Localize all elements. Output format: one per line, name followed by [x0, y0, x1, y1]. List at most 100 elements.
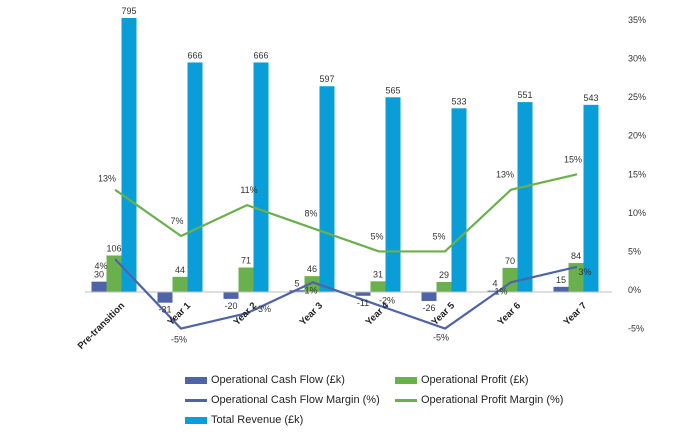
cash-flow-bar-value-label: -31 — [158, 305, 171, 315]
profit-margin-label: 7% — [170, 216, 183, 226]
revenue-bar-year-1 — [187, 62, 203, 293]
profit-bar-year-1 — [172, 276, 188, 292]
profit-bar-value-label: 106 — [106, 243, 121, 253]
profit-bar-value-label: 46 — [307, 264, 317, 274]
legend-label-profit: Operational Profit (£k) — [421, 374, 529, 386]
cash-flow-bar-value-label: 5 — [294, 278, 299, 288]
profit-bar-year-4 — [370, 281, 386, 292]
right-axis-tick-label: 0% — [628, 285, 641, 295]
profit-bar-year-3 — [304, 276, 320, 292]
cash-flow-bar-year-1 — [157, 292, 173, 303]
legend-swatch-revenue — [185, 416, 207, 424]
profit-bar-year-5 — [436, 282, 452, 292]
revenue-bar-value-label: 543 — [583, 93, 598, 103]
revenue-bar-value-label: 666 — [187, 50, 202, 60]
right-axis: 35% 30% 25% 20% 15% 10% 5% 0% -5% — [628, 15, 646, 334]
profit-margin-label: 8% — [304, 208, 317, 218]
profit-margin-label: 13% — [98, 174, 116, 184]
cash-flow-bar-year-2 — [223, 292, 239, 299]
cash-flow-bar-year-4 — [355, 292, 371, 296]
legend-label-cash-flow: Operational Cash Flow (£k) — [211, 374, 345, 386]
cash-flow-margin-label: 3% — [578, 267, 591, 277]
revenue-bar-year-6 — [517, 102, 533, 292]
legend-label-revenue: Total Revenue (£k) — [211, 414, 304, 426]
profit-bar-year-7 — [568, 263, 584, 292]
cash-flow-bar-year-5 — [421, 292, 437, 301]
right-axis-tick-label: 20% — [628, 131, 646, 141]
profit-bar-value-label: 44 — [175, 265, 185, 275]
profit-bar-value-label: 84 — [571, 251, 581, 261]
cash-flow-bar-value-label: -26 — [422, 303, 435, 313]
legend-row: Operational Cash Flow (£k) Operational P… — [185, 370, 605, 390]
profit-margin-label: 5% — [432, 231, 445, 241]
legend-swatch-profit-margin — [395, 398, 417, 402]
revenue-bar-value-label: 666 — [253, 50, 268, 60]
legend-swatch-cash-flow — [185, 376, 207, 384]
cash-flow-bar-value-label: 30 — [94, 270, 104, 280]
right-axis-tick-label: 15% — [628, 169, 646, 179]
cash-flow-bar-pre-transition — [91, 281, 107, 292]
profit-bar-value-label: 29 — [439, 270, 449, 280]
bars-layer — [91, 18, 599, 303]
profit-bar-value-label: 70 — [505, 256, 515, 266]
legend-swatch-cash-flow-margin — [185, 398, 207, 402]
lines-layer — [114, 173, 578, 330]
right-axis-tick-label: 30% — [628, 54, 646, 64]
legend-item-cash-flow-margin: Operational Cash Flow Margin (%) — [185, 394, 395, 406]
right-axis-tick-label: 5% — [628, 246, 641, 256]
profit-bar-year-2 — [238, 267, 254, 292]
legend-label-profit-margin: Operational Profit Margin (%) — [421, 394, 564, 406]
cash-flow-bar-value-label: -20 — [224, 301, 237, 311]
cash-flow-margin-label: -5% — [433, 333, 449, 343]
cash-flow-bar-value-label: 4 — [492, 279, 497, 289]
revenue-bar-pre-transition — [121, 18, 137, 292]
legend-label-cash-flow-margin: Operational Cash Flow Margin (%) — [211, 394, 380, 406]
revenue-bar-value-label: 795 — [121, 6, 136, 16]
right-axis-tick-label: 25% — [628, 92, 646, 102]
labels-layer: 30 -31 -20 5 -11 -26 4 15 106 44 71 46 31 29 70 84 795 66… — [94, 6, 599, 345]
cash-flow-bar-year-3 — [289, 290, 305, 292]
x-axis-tick-label: Pre-transition — [76, 300, 128, 352]
x-axis-tick-label: Year 3 — [298, 300, 326, 328]
revenue-bar-value-label: 551 — [517, 90, 532, 100]
legend-swatch-profit — [395, 376, 417, 384]
revenue-bar-year-7 — [583, 104, 599, 292]
legend-item-profit: Operational Profit (£k) — [395, 374, 605, 386]
cash-flow-margin-label: 4% — [94, 261, 107, 271]
cash-flow-margin-line — [114, 258, 578, 330]
cash-flow-margin-label: -2% — [379, 295, 395, 305]
legend-item-cash-flow: Operational Cash Flow (£k) — [185, 374, 395, 386]
profit-margin-line — [114, 173, 578, 253]
revenue-bar-year-3 — [319, 86, 335, 292]
profit-bar-value-label: 31 — [373, 269, 383, 279]
revenue-bar-value-label: 533 — [451, 96, 466, 106]
cash-flow-bar-year-6 — [487, 290, 503, 292]
cash-flow-bar-value-label: -11 — [357, 298, 369, 308]
revenue-bar-value-label: 565 — [385, 85, 400, 95]
x-axis-ticks: Pre-transition Year 1 Year 2 Year 3 Year 4 Ye… — [76, 300, 589, 352]
profit-margin-label: 13% — [496, 170, 514, 180]
cash-flow-margin-label: 1% — [494, 286, 507, 296]
legend-item-profit-margin: Operational Profit Margin (%) — [395, 394, 605, 406]
revenue-bar-value-label: 597 — [319, 74, 334, 84]
cash-flow-bar-year-7 — [553, 286, 569, 292]
legend-item-revenue: Total Revenue (£k) — [185, 414, 395, 426]
legend-row: Operational Cash Flow Margin (%) Operati… — [185, 390, 605, 410]
right-axis-tick-label: -5% — [628, 324, 644, 334]
cash-flow-bar-value-label: 15 — [556, 275, 566, 285]
profit-bar-value-label: 71 — [241, 256, 251, 266]
profit-margin-label: 11% — [240, 185, 257, 195]
cash-flow-margin-label: -3% — [255, 304, 271, 314]
legend-row: Total Revenue (£k) — [185, 410, 605, 430]
right-axis-tick-label: 10% — [628, 208, 646, 218]
x-axis-tick-label: Year 6 — [496, 300, 524, 328]
profit-margin-label: 5% — [370, 231, 383, 241]
revenue-bar-year-5 — [451, 108, 467, 292]
cash-flow-margin-label: -5% — [171, 335, 187, 345]
profit-bar-pre-transition — [106, 255, 122, 292]
revenue-bar-year-4 — [385, 97, 401, 292]
profit-margin-label: 15% — [564, 154, 582, 164]
right-axis-tick-label: 35% — [628, 15, 646, 25]
x-axis-tick-label: Year 7 — [562, 300, 590, 328]
